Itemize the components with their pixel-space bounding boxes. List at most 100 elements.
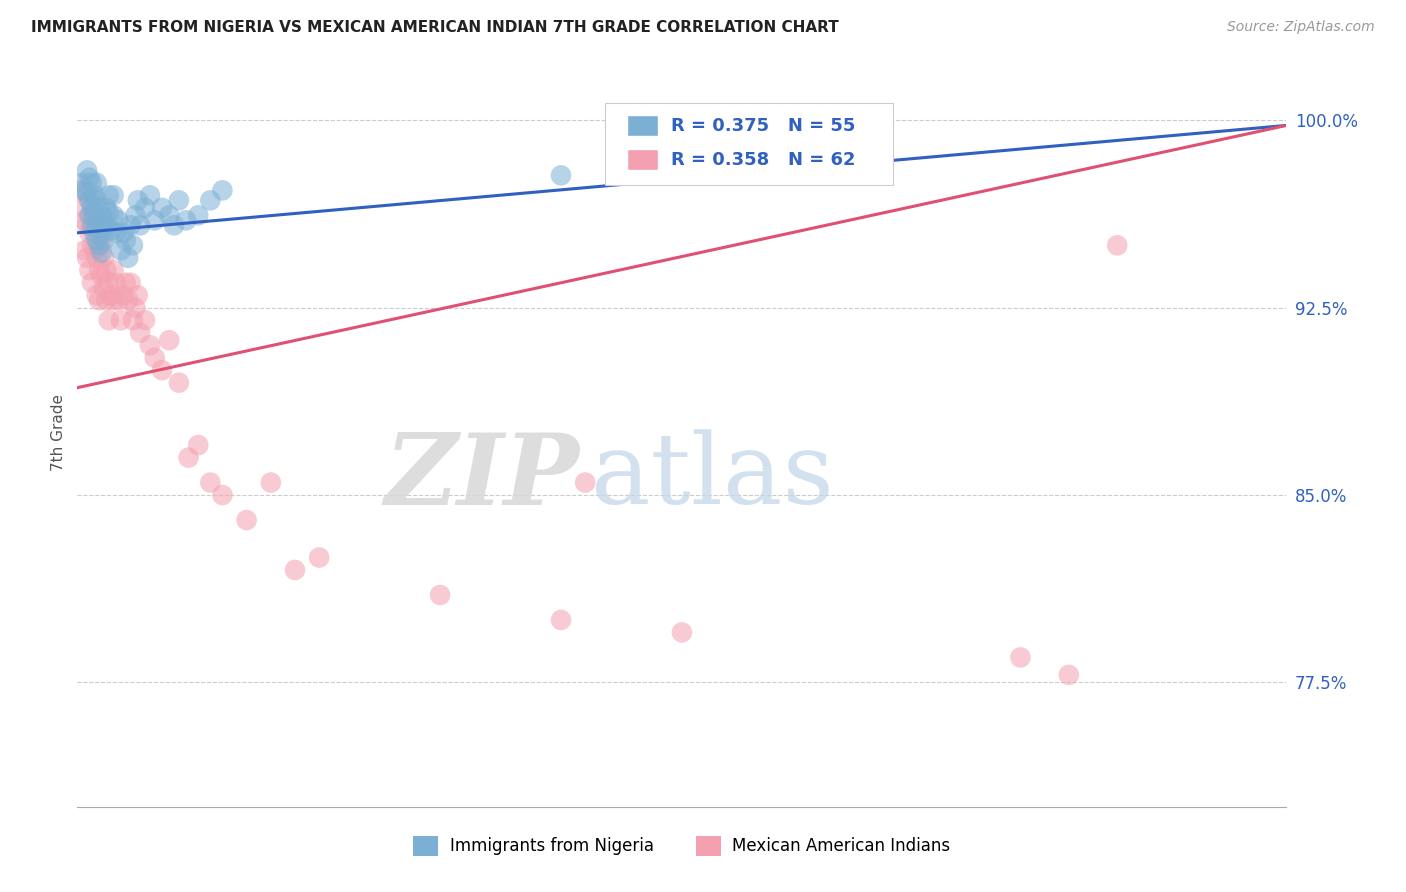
Point xyxy=(93,281,115,295)
Point xyxy=(103,188,125,202)
Point xyxy=(80,238,103,252)
Point xyxy=(129,326,152,340)
Point xyxy=(110,313,132,327)
Point xyxy=(87,201,110,215)
Point xyxy=(200,475,222,490)
Point xyxy=(90,245,112,260)
Point xyxy=(79,170,101,185)
Point xyxy=(97,276,120,290)
Point xyxy=(86,251,108,265)
Point xyxy=(70,176,93,190)
Y-axis label: 7th Grade: 7th Grade xyxy=(51,394,66,471)
Point xyxy=(87,219,110,233)
Point xyxy=(79,263,101,277)
Point xyxy=(105,276,128,290)
Point xyxy=(90,238,112,252)
Point xyxy=(200,194,222,208)
Point xyxy=(150,363,173,377)
Point xyxy=(103,263,125,277)
Point xyxy=(80,276,103,290)
Point xyxy=(86,194,108,208)
Point xyxy=(167,194,190,208)
Point xyxy=(308,550,330,565)
Point xyxy=(87,263,110,277)
Point xyxy=(112,288,135,302)
Point xyxy=(103,293,125,308)
Point xyxy=(76,163,98,178)
Text: atlas: atlas xyxy=(592,430,834,525)
Point xyxy=(112,226,135,240)
Point xyxy=(86,233,108,247)
Point xyxy=(114,233,136,247)
Point xyxy=(211,488,233,502)
Point xyxy=(76,219,98,233)
Point xyxy=(174,213,197,227)
Point xyxy=(80,208,103,222)
Point xyxy=(114,276,136,290)
Point xyxy=(79,226,101,240)
Point xyxy=(87,238,110,252)
Point xyxy=(80,219,103,233)
Point xyxy=(96,201,118,215)
Point xyxy=(96,263,118,277)
Point xyxy=(79,194,101,208)
Legend: Immigrants from Nigeria, Mexican American Indians: Immigrants from Nigeria, Mexican America… xyxy=(406,829,957,863)
Point xyxy=(122,238,145,252)
Point xyxy=(129,219,152,233)
Point xyxy=(124,208,146,222)
Point xyxy=(86,219,108,233)
Point xyxy=(139,338,162,352)
Point xyxy=(127,194,149,208)
Point xyxy=(83,188,105,202)
Text: IMMIGRANTS FROM NIGERIA VS MEXICAN AMERICAN INDIAN 7TH GRADE CORRELATION CHART: IMMIGRANTS FROM NIGERIA VS MEXICAN AMERI… xyxy=(31,20,839,35)
Point xyxy=(70,201,93,215)
Point xyxy=(90,208,112,222)
Point xyxy=(127,288,149,302)
Point xyxy=(120,276,142,290)
Point xyxy=(79,208,101,222)
Point xyxy=(87,293,110,308)
Point xyxy=(97,188,120,202)
Point xyxy=(260,475,283,490)
Point xyxy=(177,450,200,465)
Point xyxy=(80,176,103,190)
Point xyxy=(90,268,112,283)
Point xyxy=(93,213,115,227)
Point xyxy=(134,201,156,215)
Point xyxy=(1010,650,1032,665)
Point xyxy=(107,213,129,227)
Point xyxy=(79,194,101,208)
Point xyxy=(211,183,233,197)
Point xyxy=(83,244,105,258)
Point xyxy=(574,475,596,490)
Point xyxy=(86,176,108,190)
Point xyxy=(284,563,307,577)
Point xyxy=(93,251,115,265)
Point xyxy=(550,169,572,183)
Point xyxy=(76,186,98,200)
Point xyxy=(90,226,112,240)
Point xyxy=(96,220,118,235)
Point xyxy=(73,213,96,227)
Point xyxy=(117,251,139,265)
Text: R = 0.375   N = 55: R = 0.375 N = 55 xyxy=(671,117,855,135)
Point xyxy=(167,376,190,390)
Point xyxy=(671,625,693,640)
Point xyxy=(110,244,132,258)
Point xyxy=(163,219,186,233)
Point xyxy=(96,293,118,308)
Point xyxy=(107,293,129,308)
Point xyxy=(73,244,96,258)
Point xyxy=(93,233,115,247)
Point xyxy=(83,206,105,220)
Point xyxy=(83,226,105,240)
Point xyxy=(1107,238,1129,252)
Point xyxy=(235,513,257,527)
Point xyxy=(105,226,128,240)
Point xyxy=(80,201,103,215)
Point xyxy=(100,223,122,237)
Point xyxy=(122,313,145,327)
Point xyxy=(97,313,120,327)
Point xyxy=(120,219,142,233)
Point xyxy=(157,208,180,222)
